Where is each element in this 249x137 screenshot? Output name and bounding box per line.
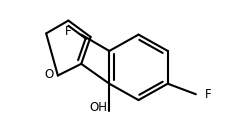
Text: OH: OH: [90, 101, 108, 114]
Text: F: F: [205, 88, 212, 101]
Text: O: O: [44, 68, 53, 81]
Text: F: F: [65, 25, 72, 38]
